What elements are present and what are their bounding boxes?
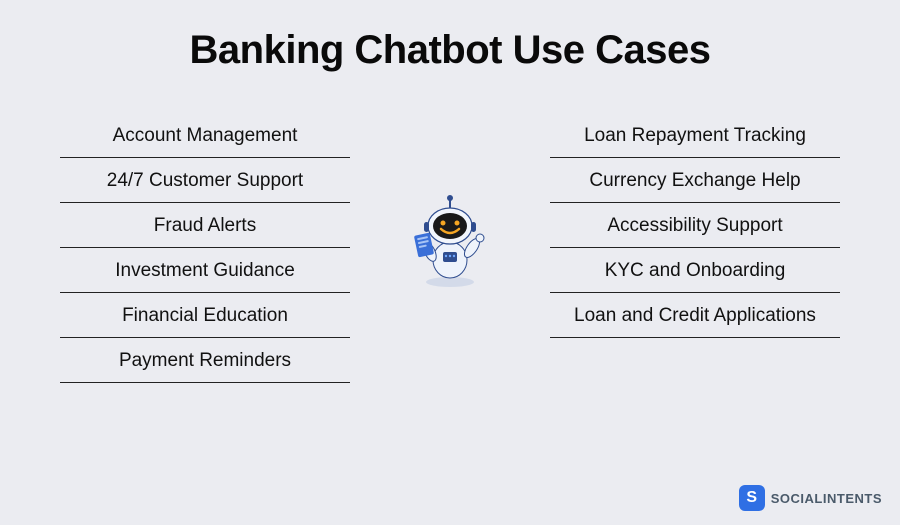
list-item: Loan Repayment Tracking [550,113,840,158]
list-item: Payment Reminders [60,338,350,383]
list-item: Fraud Alerts [60,203,350,248]
left-column: Account Management 24/7 Customer Support… [60,113,350,383]
right-column: Loan Repayment Tracking Currency Exchang… [550,113,840,338]
logo-text: SOCIALINTENTS [771,491,882,506]
list-item: 24/7 Customer Support [60,158,350,203]
list-item: KYC and Onboarding [550,248,840,293]
robot-icon [400,190,500,290]
page-title: Banking Chatbot Use Cases [0,0,900,73]
list-item: Investment Guidance [60,248,350,293]
list-item: Account Management [60,113,350,158]
logo-mark-icon [739,485,765,511]
list-item: Loan and Credit Applications [550,293,840,338]
robot-illustration [395,185,505,295]
list-item: Financial Education [60,293,350,338]
list-item: Currency Exchange Help [550,158,840,203]
list-item: Accessibility Support [550,203,840,248]
brand-logo: SOCIALINTENTS [739,485,882,511]
